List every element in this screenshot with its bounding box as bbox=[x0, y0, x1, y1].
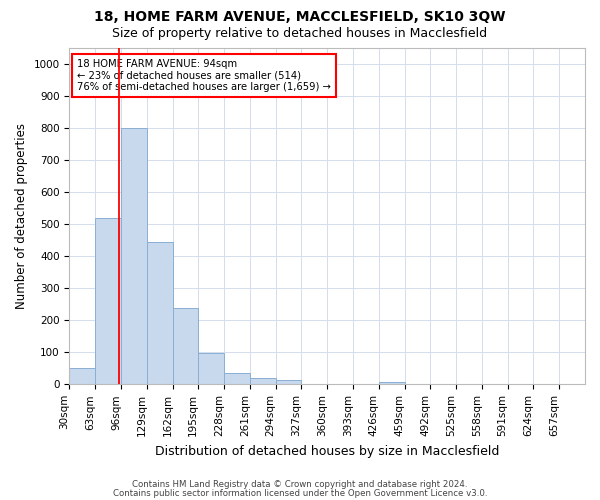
Text: Size of property relative to detached houses in Macclesfield: Size of property relative to detached ho… bbox=[112, 28, 488, 40]
Text: 18 HOME FARM AVENUE: 94sqm
← 23% of detached houses are smaller (514)
76% of sem: 18 HOME FARM AVENUE: 94sqm ← 23% of deta… bbox=[77, 60, 331, 92]
Bar bbox=[173, 308, 199, 384]
X-axis label: Distribution of detached houses by size in Macclesfield: Distribution of detached houses by size … bbox=[155, 444, 499, 458]
Bar bbox=[250, 378, 275, 384]
Bar bbox=[224, 373, 250, 384]
Bar bbox=[70, 368, 95, 384]
Text: 18, HOME FARM AVENUE, MACCLESFIELD, SK10 3QW: 18, HOME FARM AVENUE, MACCLESFIELD, SK10… bbox=[94, 10, 506, 24]
Bar bbox=[379, 382, 404, 384]
Text: Contains HM Land Registry data © Crown copyright and database right 2024.: Contains HM Land Registry data © Crown c… bbox=[132, 480, 468, 489]
Bar bbox=[147, 242, 173, 384]
Y-axis label: Number of detached properties: Number of detached properties bbox=[15, 123, 28, 309]
Bar bbox=[199, 353, 224, 384]
Text: Contains public sector information licensed under the Open Government Licence v3: Contains public sector information licen… bbox=[113, 490, 487, 498]
Bar bbox=[121, 128, 147, 384]
Bar bbox=[275, 380, 301, 384]
Bar bbox=[95, 218, 121, 384]
